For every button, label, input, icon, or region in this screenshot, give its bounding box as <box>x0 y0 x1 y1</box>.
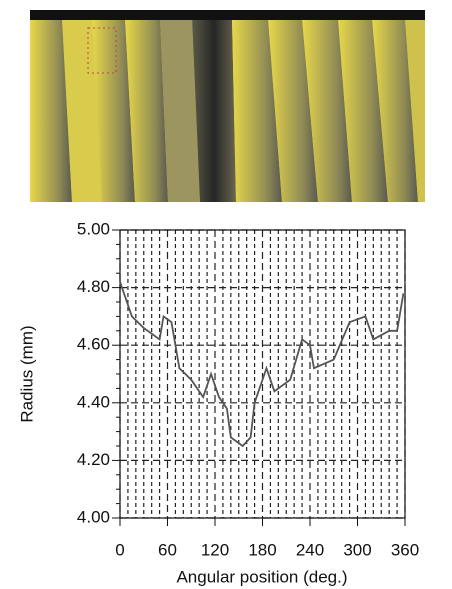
plot-frame <box>119 229 406 519</box>
x-tick-label: 180 <box>248 540 276 559</box>
x-tick-label: 60 <box>158 540 177 559</box>
x-tick-label: 120 <box>201 540 229 559</box>
y-tick-label: 4.40 <box>77 392 110 411</box>
y-tick-label: 4.00 <box>77 507 110 526</box>
y-tick-label: 5.00 <box>77 219 110 238</box>
x-tick-label: 300 <box>343 540 371 559</box>
y-tick-label: 4.60 <box>77 335 110 354</box>
y-tick-label: 4.20 <box>77 450 110 469</box>
x-tick-label: 360 <box>391 540 419 559</box>
x-axis-label: Angular position (deg.) <box>176 567 347 586</box>
x-tick-label: 240 <box>296 540 324 559</box>
y-tick-label: 4.80 <box>77 277 110 296</box>
y-axis-label: Radius (mm) <box>17 325 36 422</box>
x-tick-label: 0 <box>115 540 124 559</box>
data-line <box>119 281 405 448</box>
photo <box>30 10 425 202</box>
